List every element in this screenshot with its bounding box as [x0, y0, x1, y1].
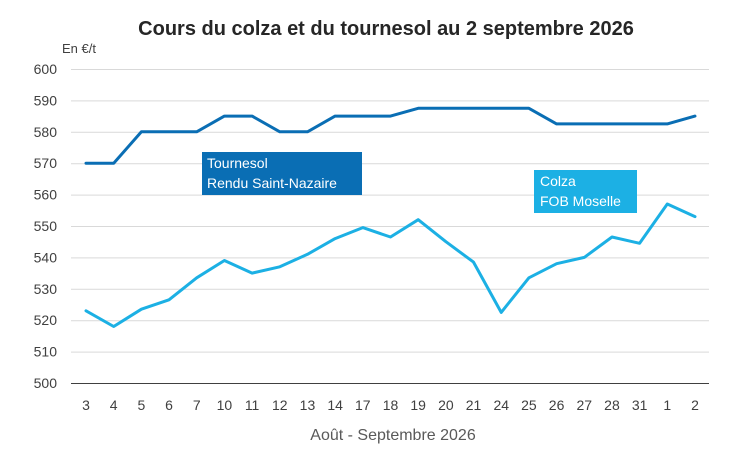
legend-colza-line-1: Colza — [540, 173, 576, 189]
series-lines — [84, 106, 697, 328]
x-tick-label: 1 — [663, 397, 671, 413]
x-tick-label: 11 — [245, 397, 260, 413]
legend-box-tournesol-bg — [202, 152, 362, 195]
x-tick-label: 21 — [466, 397, 482, 413]
y-tick-label: 580 — [34, 124, 58, 140]
x-tick-label: 12 — [272, 397, 288, 413]
x-axis-label: Août - Septembre 2026 — [310, 427, 476, 444]
x-tick-label: 14 — [327, 397, 343, 413]
y-tick-label: 500 — [34, 375, 58, 391]
legend-box-colza: Colza FOB Moselle — [534, 170, 637, 213]
y-tick-label: 560 — [34, 187, 58, 203]
x-tick-label: 10 — [217, 397, 233, 413]
gridlines — [71, 69, 709, 353]
legend-tournesol-line-1: Tournesol — [207, 155, 268, 171]
y-tick-label: 590 — [34, 92, 58, 108]
y-axis-unit-label: En €/t — [62, 41, 96, 56]
x-tick-label: 27 — [576, 397, 592, 413]
x-tick-label: 24 — [493, 397, 509, 413]
series-line-colza — [84, 202, 697, 328]
x-tick-label: 20 — [438, 397, 454, 413]
x-tick-label: 17 — [355, 397, 371, 413]
legend-box-colza-bg — [534, 170, 637, 213]
y-tick-label: 600 — [34, 61, 58, 77]
y-tick-label: 550 — [34, 218, 58, 234]
x-tick-label: 13 — [300, 397, 316, 413]
x-tick-label: 28 — [604, 397, 620, 413]
chart-title: Cours du colza et du tournesol au 2 sept… — [138, 18, 634, 40]
x-tick-label: 26 — [549, 397, 565, 413]
y-axis-ticks: 500 510 520 530 540 550 560 570 580 590 600 — [34, 61, 58, 391]
x-tick-label: 6 — [165, 397, 173, 413]
x-tick-label: 3 — [82, 397, 90, 413]
x-tick-label: 4 — [110, 397, 118, 413]
y-tick-label: 570 — [34, 155, 58, 171]
x-tick-label: 2 — [691, 397, 699, 413]
y-tick-label: 520 — [34, 312, 58, 328]
x-tick-label: 7 — [193, 397, 201, 413]
x-axis-ticks: 3 4 5 6 7 10 11 12 13 14 17 18 19 20 21 24 25 26 27 28 31 1 2 — [82, 397, 699, 413]
x-tick-label: 19 — [410, 397, 426, 413]
y-tick-label: 530 — [34, 281, 58, 297]
legend-colza-line-2: FOB Moselle — [540, 193, 621, 209]
legend-box-tournesol: Tournesol Rendu Saint-Nazaire — [202, 152, 362, 195]
x-tick-label: 25 — [521, 397, 537, 413]
series-line-tournesol — [84, 106, 697, 165]
x-tick-label: 31 — [632, 397, 648, 413]
legend-tournesol-line-2: Rendu Saint-Nazaire — [207, 175, 337, 191]
x-tick-label: 5 — [137, 397, 145, 413]
x-tick-label: 18 — [383, 397, 399, 413]
y-tick-label: 540 — [34, 249, 58, 265]
y-tick-label: 510 — [34, 344, 58, 360]
